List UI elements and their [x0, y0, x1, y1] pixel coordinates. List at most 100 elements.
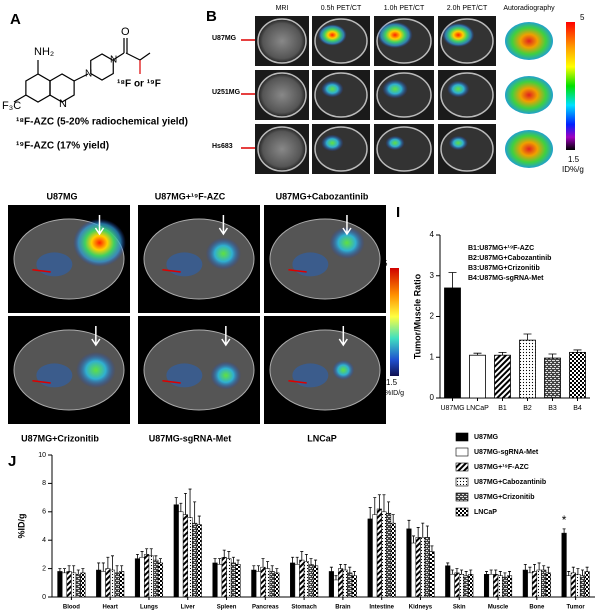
section [505, 22, 553, 60]
y-tick-label: 10 [38, 452, 46, 459]
y-tick-label: 4 [42, 537, 46, 544]
tracer [385, 135, 405, 151]
error-bar [58, 568, 62, 572]
brain [257, 18, 307, 64]
tracer [442, 23, 475, 47]
error-bar [528, 566, 532, 573]
error-bar [174, 497, 178, 505]
bar [75, 574, 81, 598]
bar [488, 574, 494, 598]
error-bar [533, 563, 537, 572]
bar [308, 564, 314, 598]
error-bar [352, 571, 356, 576]
error-bar [391, 514, 395, 524]
error-bar [343, 563, 347, 571]
arrow [94, 215, 105, 236]
bar [235, 564, 241, 598]
tracer [448, 135, 468, 151]
arrow [288, 269, 307, 273]
arrow [162, 380, 181, 384]
bar [71, 572, 77, 598]
x-tick-label: LNCaP [466, 405, 489, 412]
x-tick-label: Heart [103, 605, 118, 611]
bar [561, 532, 567, 598]
bar [541, 569, 547, 598]
bar [294, 564, 300, 598]
bar [494, 354, 511, 399]
error-bar [473, 352, 482, 356]
tumor-uptake [76, 352, 116, 388]
error-bar [503, 572, 507, 578]
error-bar [106, 556, 110, 569]
column-header: 1.0h PET/CT [384, 5, 425, 12]
bar [134, 558, 141, 598]
error-bar [213, 558, 217, 563]
atom-label: N [59, 98, 67, 110]
significance: * [562, 513, 567, 527]
bar [519, 339, 536, 399]
arrow [32, 269, 51, 273]
column-header: 2.0h PET/CT [447, 5, 488, 12]
y-tick-label: 8 [42, 480, 46, 487]
ring [25, 73, 51, 103]
bar [105, 568, 111, 598]
panel-label: B [206, 8, 217, 25]
error-bar [275, 568, 279, 573]
error-bar [149, 548, 153, 556]
error-bar [421, 522, 425, 538]
y-axis-label: %ID/g [16, 513, 26, 538]
legend-note: B3:U87MG+Crizonitib [468, 265, 540, 272]
error-bar [407, 519, 411, 529]
error-bar [300, 551, 304, 561]
bar [579, 575, 586, 598]
bar [469, 354, 486, 399]
error-bar [158, 558, 162, 563]
error-bar [373, 497, 377, 515]
bar [575, 574, 581, 598]
arrow [218, 215, 229, 236]
atom-label: N [85, 69, 92, 80]
organ [36, 363, 73, 388]
legend-swatch [455, 447, 469, 457]
error-bar [537, 562, 541, 571]
error-bar [494, 569, 498, 575]
legend-note: B4:U87MG-sgRNA-Met [468, 275, 544, 282]
bar [415, 537, 421, 598]
bar [386, 512, 392, 598]
bond [112, 52, 125, 61]
error-bar [145, 548, 149, 555]
x-tick-label: Stomach [291, 605, 317, 611]
bar [483, 574, 490, 598]
legend-label: LNCaP [474, 509, 497, 516]
error-bar [412, 535, 416, 544]
y-tick-label: 0 [430, 393, 435, 402]
error-bar [567, 571, 571, 576]
x-tick-label: Liver [181, 605, 196, 611]
x-tick-label: Tumor [566, 605, 585, 611]
legend-label: U87MG [474, 434, 499, 441]
error-bar [455, 568, 459, 573]
error-bar [498, 351, 507, 356]
colorbar-label: %ID/g [385, 390, 404, 397]
y-tick-label: 1 [430, 352, 435, 361]
error-bar [573, 349, 582, 353]
bar [372, 514, 378, 598]
bar [342, 569, 348, 598]
atom-label: N [110, 55, 117, 66]
legend-label: U87MG+Cabozantinib [474, 479, 546, 486]
error-bar [523, 333, 532, 341]
organ [292, 252, 329, 277]
error-bar [576, 568, 580, 575]
bar [367, 518, 373, 598]
column-header: 0.5h PET/CT [321, 5, 362, 12]
bar [178, 511, 184, 598]
error-bar [252, 565, 256, 571]
bar [114, 572, 120, 598]
x-tick-label: B4 [573, 405, 582, 412]
atom-label: O [121, 26, 130, 38]
arrow [342, 215, 352, 236]
bar [328, 571, 334, 598]
panel-title: U87MG-sgRNA-Met [149, 433, 232, 443]
error-bar [101, 562, 105, 572]
row-label: U251MG [212, 89, 241, 96]
